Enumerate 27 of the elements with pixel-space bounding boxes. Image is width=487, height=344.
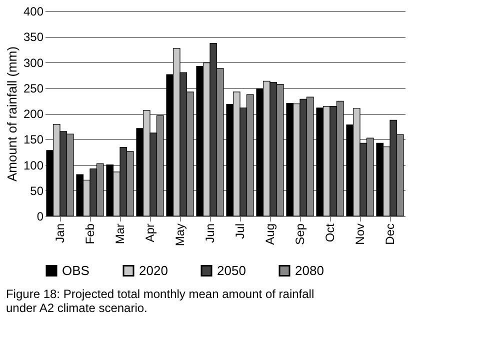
x-tick-label: Dec	[383, 224, 397, 245]
y-tick-label: 150	[23, 132, 44, 147]
y-tick-label: 350	[23, 30, 44, 44]
x-tick-label: Nov	[353, 224, 367, 245]
legend-label: 2020	[139, 262, 168, 278]
x-tick-label: Mar	[113, 224, 127, 244]
legend-label: OBS	[62, 262, 90, 278]
x-tick-label: May	[173, 224, 187, 246]
y-tick-label: 0	[36, 210, 44, 224]
x-tick-label: Feb	[83, 223, 97, 244]
x-tick-label: Apr	[143, 224, 157, 242]
y-tick-label: 50	[30, 184, 44, 198]
caption: Figure 18: Projected total monthly mean amount of rainfall under A2 climate scenario.	[6, 287, 314, 315]
y-tick-label: 200	[23, 107, 44, 121]
legend-label: 2080	[295, 262, 324, 278]
y-axis-title: Amount of rainfall (mm)	[4, 46, 20, 182]
y-tick-label: 250	[23, 81, 44, 96]
x-tick-label: Jan	[53, 224, 67, 243]
y-tick-label: 400	[23, 4, 44, 18]
x-tick-label: Jun	[203, 224, 217, 243]
legend-label: 2050	[217, 262, 246, 278]
x-tick-label: Jul	[233, 224, 247, 239]
y-tick-label: 300	[23, 56, 44, 70]
x-tick-label: Oct	[323, 222, 337, 242]
y-tick-label: 100	[23, 158, 44, 172]
x-tick-label: Aug	[263, 224, 277, 245]
x-tick-label: Sep	[293, 223, 307, 245]
